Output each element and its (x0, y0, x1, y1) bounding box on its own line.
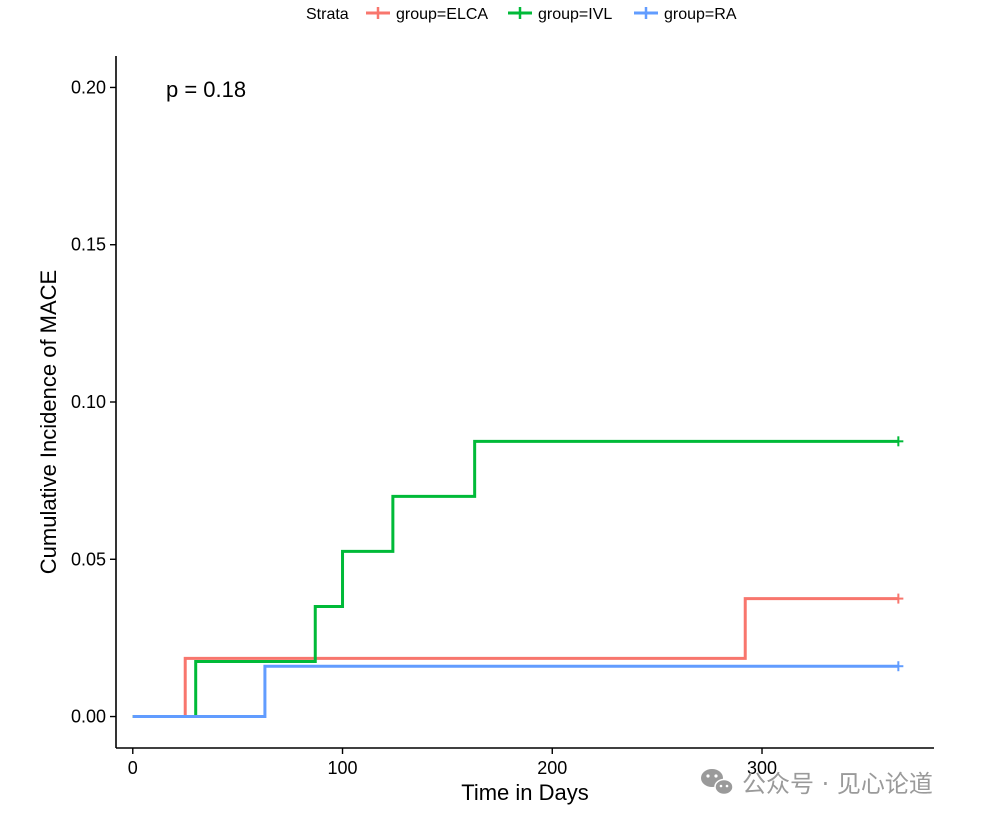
watermark: 公众号 · 见心论道 (701, 769, 933, 798)
y-tick-label: 0.20 (71, 77, 106, 97)
legend-key (508, 7, 532, 19)
series-line-ivl (132, 439, 899, 719)
x-tick-label: 200 (537, 758, 567, 778)
x-tick-label: 0 (128, 758, 138, 778)
axes (115, 56, 934, 749)
legend-key (634, 7, 658, 19)
x-axis-title: Time in Days (461, 780, 589, 805)
y-axis-title: Cumulative Incidence of MACE (36, 270, 61, 574)
wechat-icon (701, 769, 734, 796)
y-tick-label: 0.10 (71, 392, 106, 412)
legend: Strata group=ELCA group=IVL group=RA (306, 6, 737, 23)
watermark-text: 公众号 · 见心论道 (742, 770, 933, 798)
censor-mark (893, 661, 904, 672)
series-line-elca (132, 597, 899, 719)
x-tick-label: 100 (327, 758, 357, 778)
censor-mark (893, 593, 904, 604)
x-tick-label: 300 (747, 758, 777, 778)
legend-entry-label: group=RA (664, 6, 737, 23)
ticks: 0.00 0.05 0.10 0.15 0.20 0 100 200 300 (71, 77, 777, 778)
y-tick-label: 0.15 (71, 235, 106, 255)
p-value-annotation: p = 0.18 (166, 77, 246, 102)
legend-entry-label: group=ELCA (396, 6, 488, 23)
y-tick-label: 0.00 (71, 707, 106, 727)
series-line-ra (132, 664, 899, 719)
legend-title: Strata (306, 6, 349, 23)
legend-entry-label: group=IVL (538, 6, 612, 23)
series-layer (132, 436, 904, 719)
y-tick-label: 0.05 (71, 549, 106, 569)
legend-key (366, 7, 390, 19)
censor-mark (893, 436, 904, 447)
